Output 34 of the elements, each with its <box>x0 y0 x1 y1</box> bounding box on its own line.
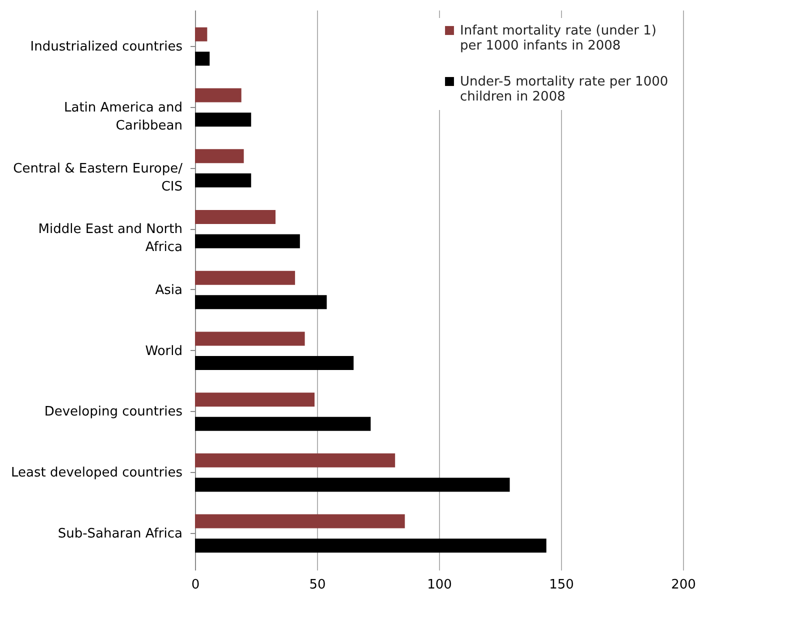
bar <box>195 416 371 431</box>
y-tick-label: Industrialized countries <box>30 40 183 55</box>
bar <box>195 112 252 127</box>
bar <box>195 514 405 528</box>
legend-label: Infant mortality rate (under 1) per 1000 infants in 2008 <box>460 24 656 54</box>
bar <box>195 356 354 370</box>
bar <box>195 27 208 42</box>
y-tick-label: Least developed countries <box>10 466 183 481</box>
bar <box>195 478 510 492</box>
x-tick-label: 200 <box>671 578 696 592</box>
bar <box>195 234 300 248</box>
y-tick-label: Central & Eastern Europe/ CIS <box>13 161 184 194</box>
legend-label: Under-5 mortality rate per 1000 children in 2008 <box>460 74 668 104</box>
y-tick-label: Latin America and Caribbean <box>64 100 182 134</box>
x-tick-label: 150 <box>549 578 574 592</box>
bar <box>195 392 315 407</box>
bar <box>195 88 242 102</box>
bar <box>195 538 546 553</box>
y-tick-label: World <box>145 344 182 359</box>
bar <box>195 149 244 164</box>
x-tick-label: 50 <box>309 578 326 592</box>
bar <box>195 210 276 224</box>
bar <box>195 295 327 310</box>
x-tick-label: 100 <box>427 578 452 592</box>
x-tick-label: 0 <box>191 578 200 592</box>
bar <box>195 52 210 66</box>
y-tick-label: Asia <box>155 283 182 298</box>
bar <box>195 453 396 468</box>
bar <box>195 332 305 346</box>
y-tick-label: Middle East and North Africa <box>38 222 182 256</box>
y-tick-label: Sub-Saharan Africa <box>58 526 182 542</box>
bar <box>195 270 296 285</box>
bar <box>195 173 252 188</box>
y-tick-label: Developing countries <box>44 404 183 420</box>
